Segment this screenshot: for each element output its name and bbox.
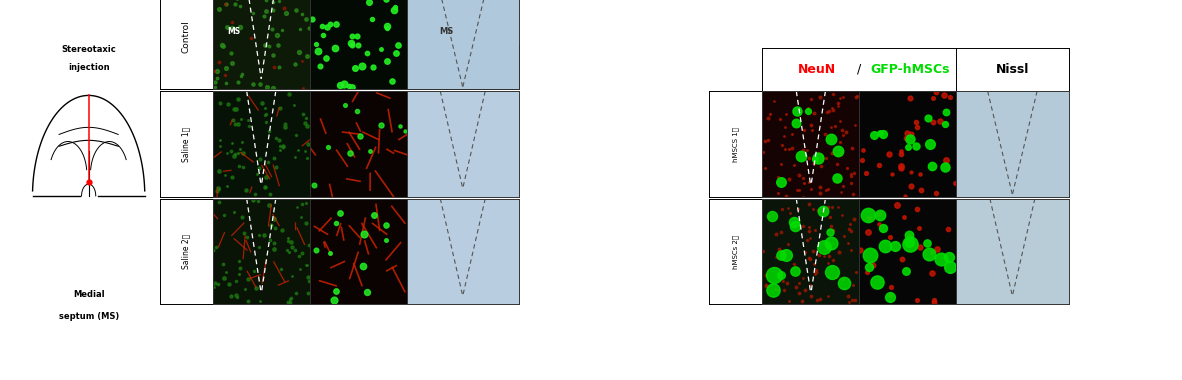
Text: injection: injection bbox=[67, 63, 110, 72]
Text: GFAP: GFAP bbox=[335, 61, 370, 74]
Text: Medial: Medial bbox=[73, 290, 104, 299]
Text: NeuN: NeuN bbox=[798, 63, 836, 76]
Text: NeuN: NeuN bbox=[248, 61, 286, 74]
Text: Nissl: Nissl bbox=[995, 63, 1030, 76]
Text: Saline 1高: Saline 1高 bbox=[182, 127, 190, 162]
Text: Stereotaxic: Stereotaxic bbox=[61, 45, 116, 54]
Text: /: / bbox=[853, 63, 865, 76]
Text: Control: Control bbox=[182, 20, 190, 53]
Text: hMSCs 2高: hMSCs 2高 bbox=[733, 234, 739, 269]
Text: 2W: 2W bbox=[173, 60, 200, 75]
Text: MS: MS bbox=[227, 27, 241, 36]
Text: GFP-hMSCs: GFP-hMSCs bbox=[870, 63, 949, 76]
Text: MS: MS bbox=[439, 27, 453, 36]
Text: septum (MS): septum (MS) bbox=[59, 312, 118, 321]
Text: Nissl: Nissl bbox=[446, 61, 480, 74]
Text: Saline 2高: Saline 2高 bbox=[182, 234, 190, 269]
Text: /: / bbox=[304, 61, 316, 74]
Text: hMSCS 1高: hMSCS 1高 bbox=[733, 127, 739, 162]
